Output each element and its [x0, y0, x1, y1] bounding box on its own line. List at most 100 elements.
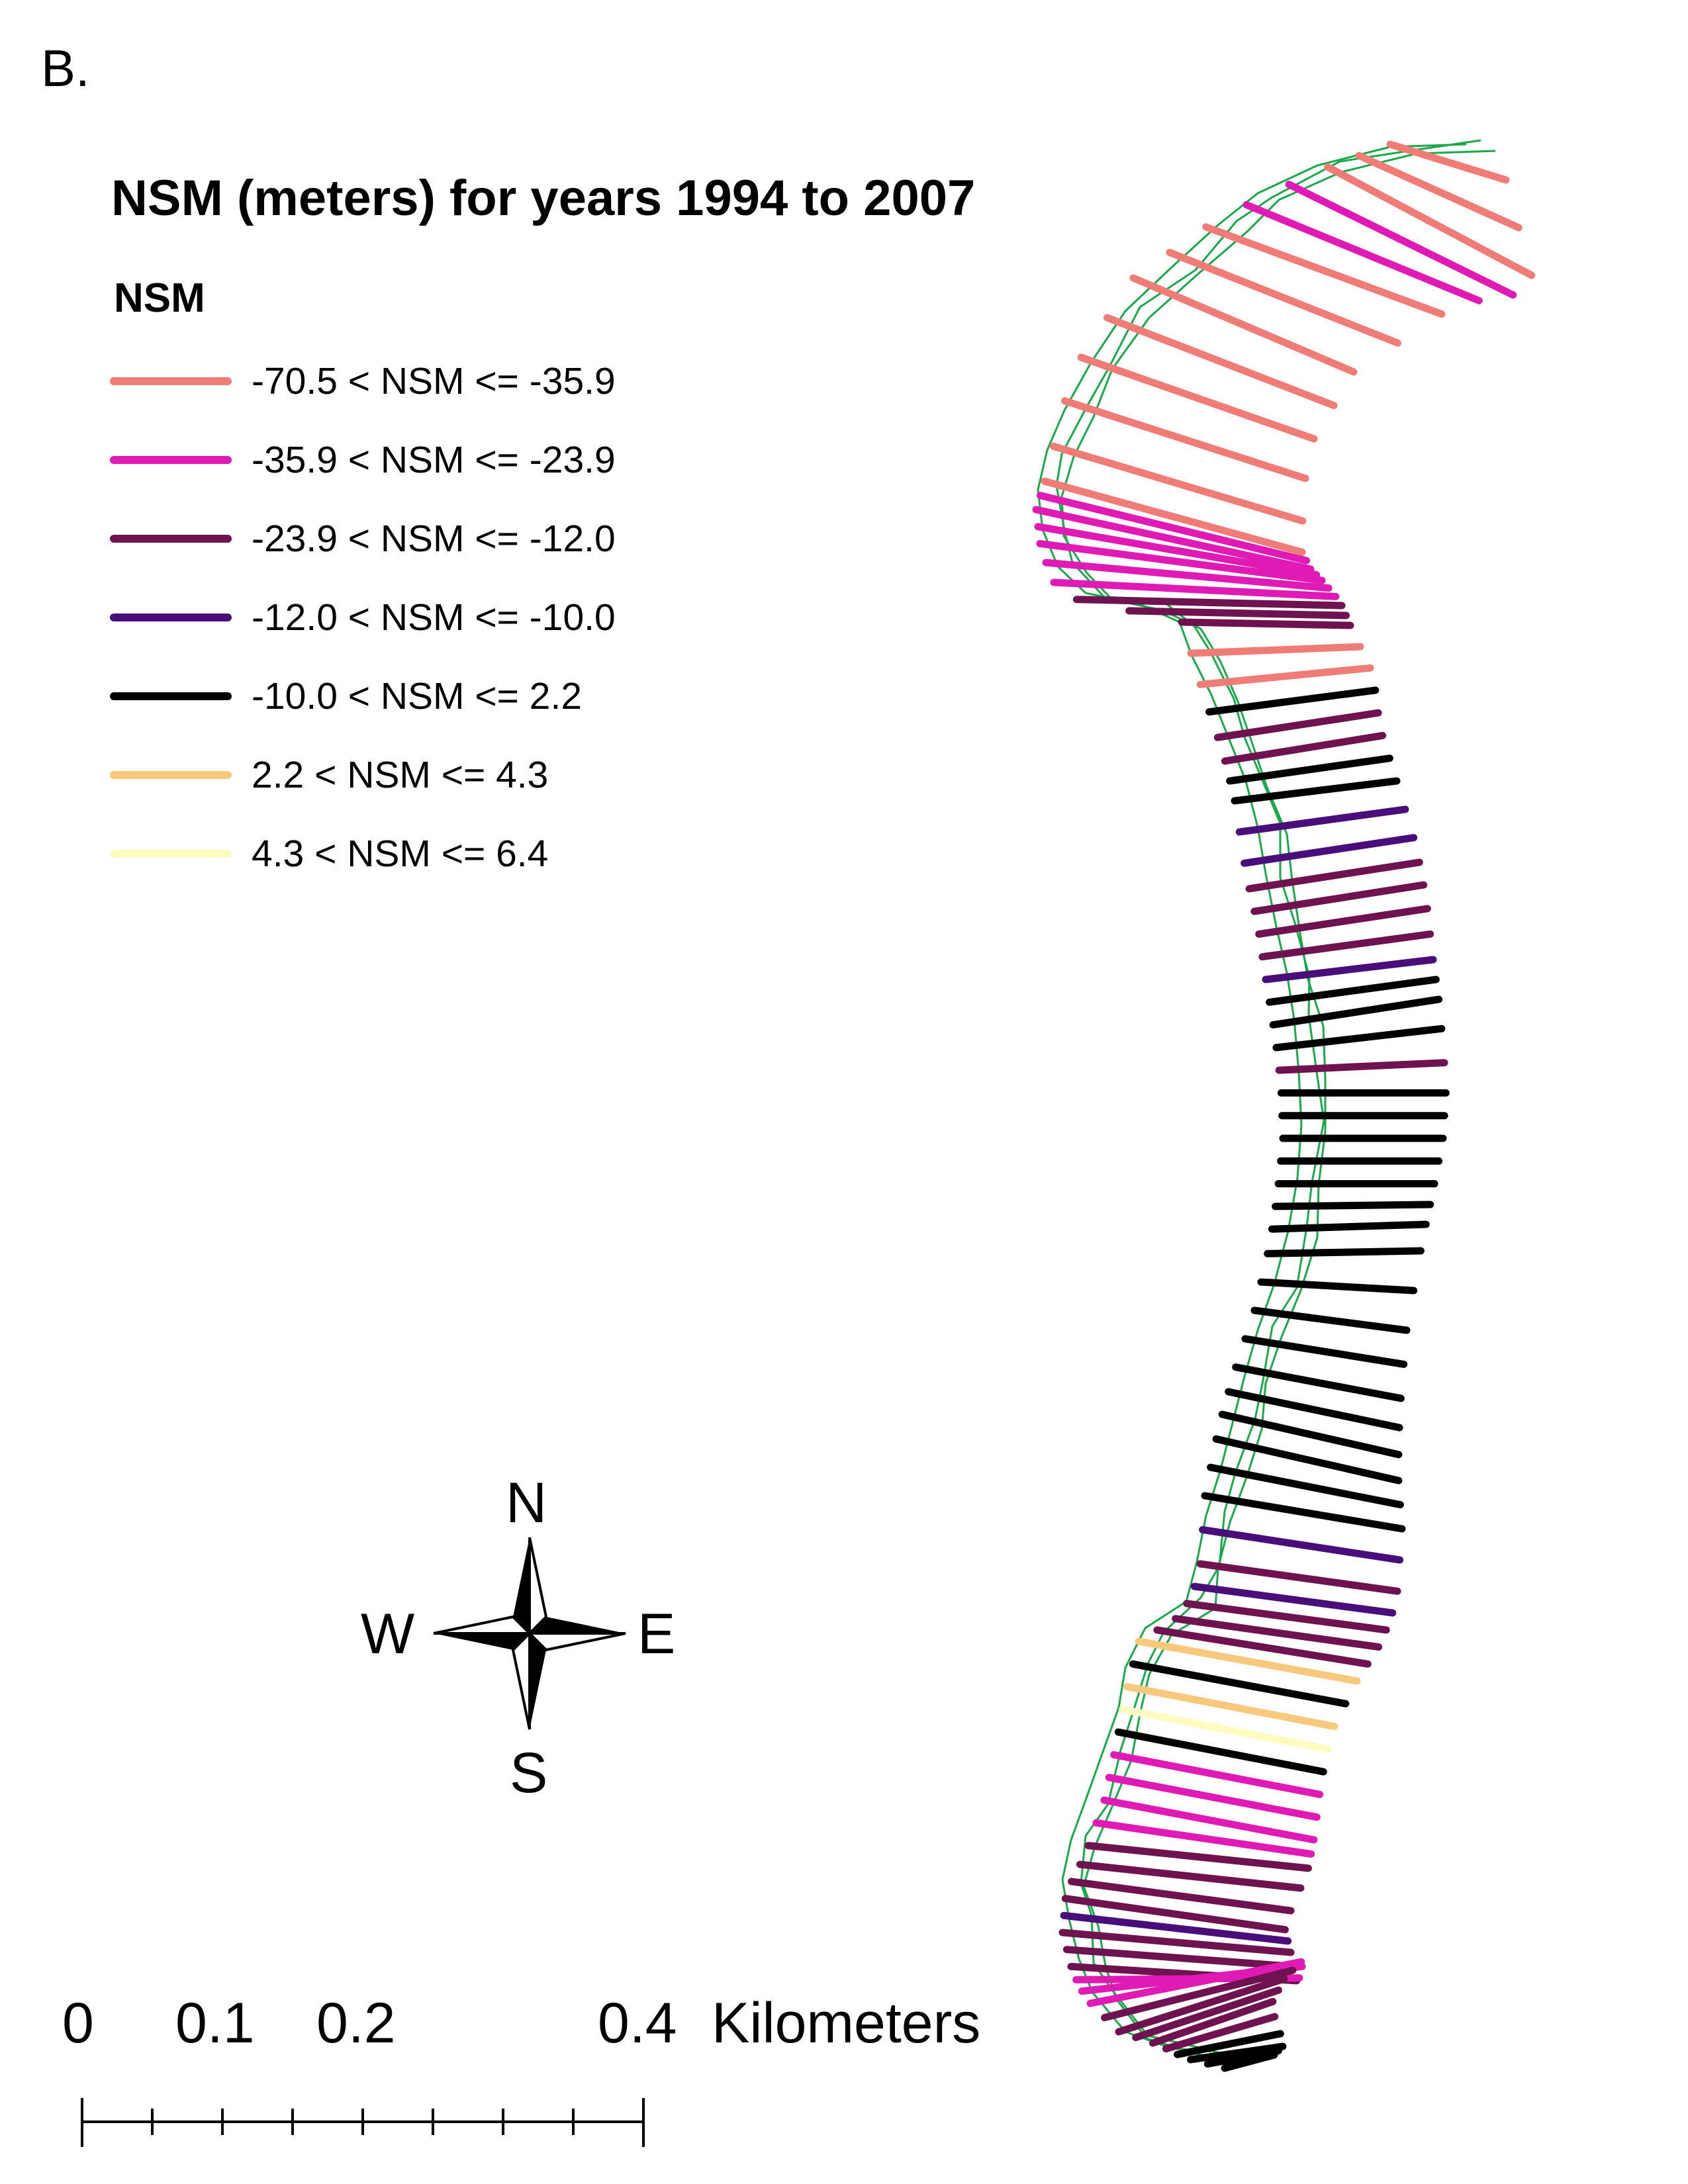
transect-line — [1231, 777, 1401, 805]
transect-line — [1205, 686, 1380, 716]
transect-line — [1061, 1895, 1289, 1934]
compass-west-label: W — [361, 1602, 415, 1666]
compass-south-label: S — [510, 1741, 548, 1805]
transect-line — [1062, 1946, 1297, 1970]
legend-label: -35.9 < NSM <= -23.9 — [252, 439, 616, 481]
transect-line — [1255, 905, 1431, 938]
shoreline-line — [1060, 150, 1496, 2060]
transect-line — [1125, 607, 1350, 619]
transect-line — [1050, 578, 1340, 600]
transect-line — [1100, 1796, 1318, 1844]
transect-line — [1072, 596, 1346, 610]
legend-label: -12.0 < NSM <= -10.0 — [252, 596, 616, 639]
transect-line — [1034, 523, 1321, 579]
transect-line — [1221, 731, 1387, 765]
transect-line — [1092, 1819, 1315, 1858]
transect-line — [1258, 930, 1434, 961]
transect-line — [1076, 1860, 1305, 1892]
legend-swatch — [110, 692, 232, 700]
transects — [1032, 140, 1536, 2072]
transect-line — [1036, 492, 1311, 565]
legend-swatch — [110, 850, 232, 858]
transect-line — [1172, 1615, 1383, 1651]
legend-label: -23.9 < NSM <= -12.0 — [252, 518, 616, 560]
transect-line — [1243, 201, 1483, 304]
transect-line — [1272, 1024, 1446, 1052]
transect-line — [1068, 1878, 1295, 1915]
legend-label: -10.0 < NSM <= 2.2 — [252, 675, 583, 717]
legend-item: 4.3 < NSM <= 6.4 — [110, 833, 549, 875]
transect-line — [1212, 1435, 1403, 1484]
transect-line — [1101, 1966, 1297, 2022]
transect-line — [1086, 1958, 1305, 2007]
transect-line — [1355, 152, 1523, 232]
transect-line — [1272, 1201, 1434, 1210]
legend-label: 4.3 < NSM <= 6.4 — [252, 833, 549, 875]
transect-line — [1042, 559, 1333, 592]
shoreline-line — [1037, 143, 1467, 2053]
legend-item: -35.9 < NSM <= -23.9 — [110, 439, 616, 481]
transect-line — [1123, 1683, 1338, 1731]
scale-unit-label: Kilometers — [712, 1991, 981, 2055]
transect-line — [1129, 1660, 1350, 1707]
transect-line — [1061, 397, 1309, 482]
transect-line — [1199, 1525, 1404, 1564]
compass-rose-icon — [433, 1537, 626, 1730]
transect-line — [1115, 1975, 1288, 2036]
transect-line — [1183, 1600, 1390, 1634]
transect-line — [1077, 353, 1318, 443]
transect-line — [1213, 709, 1382, 741]
transect-line — [1058, 1929, 1295, 1956]
scale-bar — [81, 2098, 645, 2147]
legend-subtitle: NSM — [114, 275, 205, 321]
legend-item: -12.0 < NSM <= -10.0 — [110, 596, 616, 639]
transect-line — [1269, 995, 1443, 1029]
transect-line — [1241, 1335, 1408, 1368]
transect-line — [1178, 618, 1354, 629]
transect-line — [1036, 539, 1326, 584]
transect-line — [1119, 1706, 1332, 1753]
transect-line — [1202, 223, 1446, 318]
legend-item: -23.9 < NSM <= -12.0 — [110, 518, 616, 560]
transect-line — [1190, 1582, 1397, 1617]
legend-item: -70.5 < NSM <= -35.9 — [110, 360, 616, 402]
scale-tick-label: 0.1 — [175, 1991, 255, 2055]
legend-swatch — [110, 377, 232, 385]
transect-line — [1149, 1997, 1277, 2047]
scale-tick-label: 0.2 — [316, 1991, 396, 2055]
transect-line — [1032, 506, 1315, 573]
transect-line — [1110, 1751, 1324, 1798]
transect-line — [1129, 274, 1358, 376]
transect-line — [1103, 314, 1338, 410]
legend-item: -10.0 < NSM <= 2.2 — [110, 675, 583, 717]
legend-label: 2.2 < NSM <= 4.3 — [252, 754, 549, 796]
legend-swatch — [110, 535, 232, 543]
transect-line — [1324, 163, 1536, 279]
transect-line — [1257, 1278, 1418, 1295]
legend-swatch — [110, 456, 232, 464]
transect-line — [1105, 1774, 1321, 1821]
scale-tick-label: 0 — [62, 1991, 94, 2055]
transect-line — [1250, 881, 1428, 915]
transect-line — [1162, 2013, 1279, 2053]
compass-east-label: E — [637, 1602, 676, 1666]
shoreline-line — [1055, 139, 1481, 2057]
legend-item: 2.2 < NSM <= 4.3 — [110, 754, 549, 796]
panel-label: B. — [41, 39, 90, 97]
transect-line — [1153, 1626, 1372, 1668]
shorelines — [1037, 139, 1496, 2060]
transect-line — [1060, 1911, 1292, 1945]
transect-line — [1266, 976, 1440, 1006]
transect-line — [1049, 442, 1307, 525]
transect-line — [1268, 1220, 1430, 1233]
transect-line — [1235, 805, 1409, 836]
transect-line — [1226, 754, 1393, 785]
transect-line — [1187, 2042, 1287, 2064]
transect-line — [1386, 140, 1510, 184]
transect-line — [1264, 1247, 1425, 1257]
legend-swatch — [110, 771, 232, 779]
transect-line — [1166, 248, 1401, 347]
transect-line — [1245, 858, 1423, 893]
legend-title: NSM (meters) for years 1994 to 2007 — [111, 170, 976, 226]
